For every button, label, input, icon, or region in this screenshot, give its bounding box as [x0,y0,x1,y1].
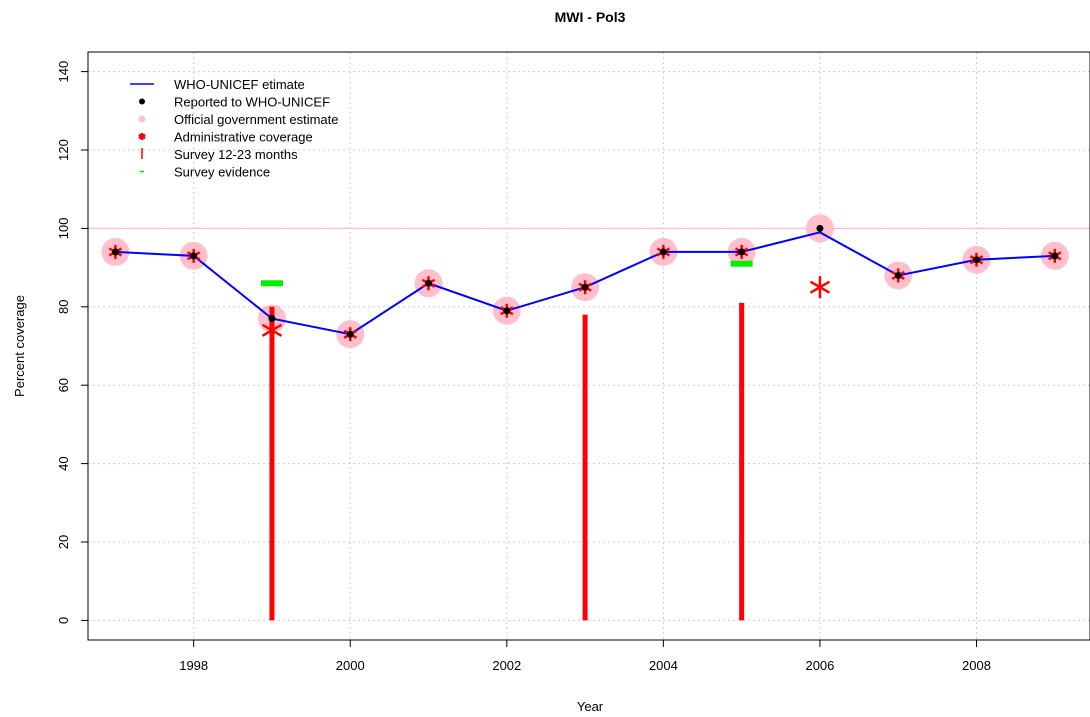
x-tick-label: 1998 [179,658,208,673]
y-tick-label: 140 [56,61,71,83]
x-axis-label: Year [577,699,604,714]
admin-coverage-point [809,276,831,299]
plot-frame [87,51,1090,641]
x-tick-label: 2008 [962,658,991,673]
reported-point [816,224,824,232]
x-tick-label: 2000 [336,658,365,673]
y-tick-label: 40 [56,456,71,470]
legend-label: Survey evidence [174,165,270,180]
legend-swatch-admin [138,133,146,140]
reported-point [581,283,589,291]
grid-lines [88,52,1090,640]
legend-item-line: WHO-UNICEF etimate [130,77,305,92]
chart-title: MWI - Pol3 [555,9,626,25]
legend-label: Reported to WHO-UNICEF [174,95,330,110]
reported-point [894,271,902,279]
y-tick-label: 20 [56,535,71,549]
axes: 1998 2000 2002 2004 2006 2008 0 20 40 60 80 100 120 1… [56,61,991,673]
x-tick-label: 2002 [492,658,521,673]
y-tick-label: 80 [56,300,71,314]
reported-point [425,279,433,287]
legend-label: WHO-UNICEF etimate [174,77,305,92]
legend-item-evidence: Survey evidence [140,165,270,180]
reported-point [503,307,511,315]
legend-item-official: Official government estimate [138,112,339,127]
legend-item-survey: Survey 12-23 months [141,147,298,162]
x-tick-label: 2004 [649,658,678,673]
reported-point [346,330,354,338]
legend-swatch-reported [139,98,145,105]
y-axis-label: Percent coverage [12,295,27,397]
reported-point [111,248,119,256]
legend-item-admin: Administrative coverage [138,130,313,145]
y-tick-label: 120 [56,139,71,161]
y-tick-label: 60 [56,378,71,392]
admin-coverage-point [261,319,283,342]
reported-point [268,315,276,323]
reported-point [659,248,667,256]
reported-point [972,256,980,264]
legend-label: Official government estimate [174,112,339,127]
legend-item-reported: Reported to WHO-UNICEF [139,95,330,110]
y-tick-label: 100 [56,218,71,240]
admin-coverage-point-stroke [261,323,283,337]
reported-point [1051,252,1059,260]
legend-swatch-admin-stroke [138,133,146,140]
legend-label: Administrative coverage [174,130,313,145]
survey-evidence-mark [260,280,283,287]
survey-evidence-mark [730,260,753,267]
plot-marks [101,214,1069,621]
legend: WHO-UNICEF etimate Reported to WHO-UNICEF… [130,77,339,180]
x-tick-label: 2006 [805,658,834,673]
admin-coverage-point-stroke [809,280,831,294]
legend-swatch-official [138,115,146,123]
reported-point [190,252,198,260]
reported-point [738,248,746,256]
legend-label: Survey 12-23 months [174,147,298,162]
y-tick-label: 0 [56,617,71,624]
